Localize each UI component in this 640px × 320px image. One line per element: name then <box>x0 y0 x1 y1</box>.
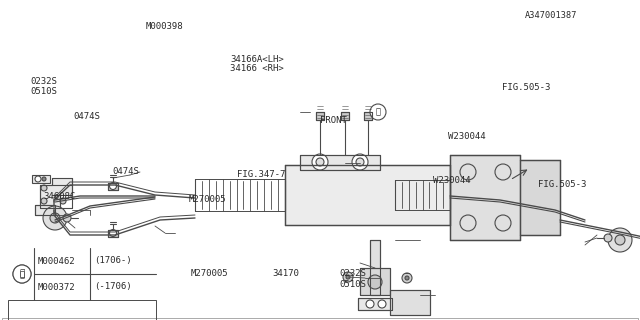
Text: 34166A<LH>: 34166A<LH> <box>230 55 284 64</box>
Polygon shape <box>520 160 560 235</box>
Polygon shape <box>390 290 430 315</box>
Text: M270005: M270005 <box>189 196 227 204</box>
Circle shape <box>460 164 476 180</box>
Polygon shape <box>364 112 372 120</box>
Circle shape <box>370 104 386 120</box>
Circle shape <box>495 215 511 231</box>
Polygon shape <box>360 268 390 295</box>
Circle shape <box>109 182 116 189</box>
Polygon shape <box>450 155 520 240</box>
Circle shape <box>366 300 374 308</box>
Text: 0510S: 0510S <box>31 87 58 96</box>
Polygon shape <box>285 165 450 225</box>
Circle shape <box>50 213 60 223</box>
Circle shape <box>356 158 364 166</box>
Text: M270005: M270005 <box>191 269 228 278</box>
Text: ①: ① <box>19 269 25 278</box>
Circle shape <box>109 229 116 236</box>
Circle shape <box>63 214 71 222</box>
Circle shape <box>312 154 328 170</box>
Text: 0474S: 0474S <box>112 167 139 176</box>
Text: W230044: W230044 <box>448 132 486 140</box>
Circle shape <box>402 273 412 283</box>
Circle shape <box>378 300 386 308</box>
Polygon shape <box>108 230 118 237</box>
Circle shape <box>41 185 47 191</box>
Circle shape <box>41 198 47 204</box>
Polygon shape <box>108 183 118 190</box>
Circle shape <box>352 154 368 170</box>
Circle shape <box>604 234 612 242</box>
Text: (1706-): (1706-) <box>94 257 132 266</box>
Polygon shape <box>32 175 50 183</box>
Circle shape <box>495 164 511 180</box>
Text: M000372: M000372 <box>38 283 76 292</box>
Circle shape <box>35 176 41 182</box>
Circle shape <box>368 275 382 289</box>
Polygon shape <box>35 205 55 215</box>
Text: W230044: W230044 <box>433 176 470 185</box>
Circle shape <box>43 206 67 230</box>
Polygon shape <box>40 178 72 208</box>
Bar <box>8 300 156 320</box>
Text: FIG.505-3: FIG.505-3 <box>502 83 551 92</box>
Text: A347001387: A347001387 <box>525 11 577 20</box>
Circle shape <box>42 177 46 181</box>
Circle shape <box>13 265 31 283</box>
Text: 0510S: 0510S <box>339 280 366 289</box>
Text: FIG.347-7: FIG.347-7 <box>237 170 285 179</box>
Polygon shape <box>341 112 349 120</box>
Circle shape <box>316 158 324 166</box>
Text: M000398: M000398 <box>146 22 184 31</box>
Text: ①: ① <box>19 270 24 279</box>
Text: 34608C: 34608C <box>44 192 76 201</box>
Text: FRONT: FRONT <box>320 116 347 125</box>
Polygon shape <box>316 112 324 120</box>
Text: FIG.505-3: FIG.505-3 <box>538 180 586 189</box>
Circle shape <box>343 272 353 282</box>
Circle shape <box>13 265 31 283</box>
Text: 0232S: 0232S <box>31 77 58 86</box>
Text: 34166 <RH>: 34166 <RH> <box>230 64 284 73</box>
Circle shape <box>460 215 476 231</box>
Polygon shape <box>300 155 380 170</box>
Text: ①: ① <box>376 108 381 116</box>
Polygon shape <box>358 298 392 310</box>
Circle shape <box>60 198 66 204</box>
Text: 0474S: 0474S <box>74 112 100 121</box>
Circle shape <box>405 276 409 280</box>
Circle shape <box>608 228 632 252</box>
Circle shape <box>615 235 625 245</box>
Text: (-1706): (-1706) <box>94 283 132 292</box>
Text: M000462: M000462 <box>38 257 76 266</box>
Circle shape <box>346 275 350 279</box>
Polygon shape <box>370 240 380 295</box>
Text: 34170: 34170 <box>272 269 299 278</box>
Text: 0232S: 0232S <box>339 269 366 278</box>
